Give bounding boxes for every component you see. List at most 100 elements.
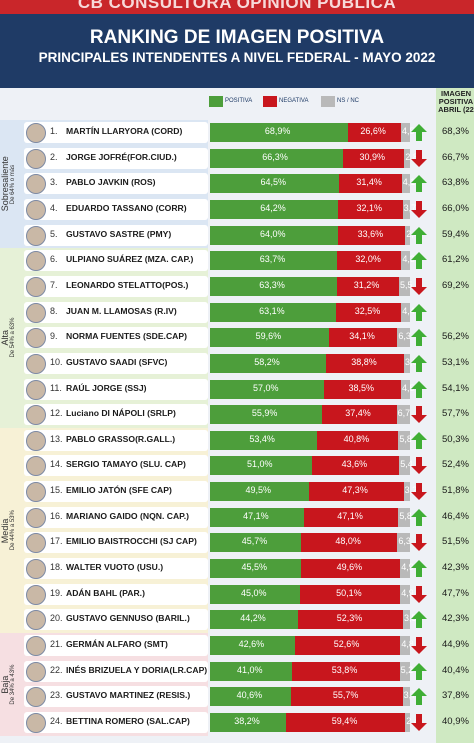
row-rank: 19.	[50, 587, 63, 598]
positive-value-label: 44,2%	[240, 613, 266, 624]
negative-bar	[301, 533, 398, 553]
avatar-icon	[26, 199, 46, 220]
negative-bar	[336, 276, 399, 296]
row-name: Luciano DI NÁPOLI (SRLP)	[66, 408, 176, 419]
ranking-row: 18. WALTER VUOTO (USU.) 45,5% 49,6% 4,9 42,3%	[22, 557, 469, 580]
trend-up-arrow-icon	[411, 611, 427, 629]
nsnc-bar	[399, 456, 410, 476]
avatar-icon	[26, 661, 46, 682]
negative-value-label: 30,9%	[359, 151, 386, 162]
nsnc-value-label: 3,7	[403, 202, 416, 213]
previous-image-column	[436, 88, 474, 743]
arrow-shape	[411, 662, 427, 680]
avatar-icon	[26, 610, 46, 631]
ranking-row: 24. BETTINA ROMERO (SAL.CAP) 38,2% 59,4% 2,4…	[22, 711, 469, 734]
row-rank: 9.	[50, 331, 58, 342]
negative-value-label: 47,3%	[342, 485, 368, 496]
row-name: ULPIANO SUÁREZ (MZA. CAP.)	[66, 254, 194, 265]
nsnc-value-label: 5,2	[400, 664, 413, 675]
previous-image-value: 57,7%	[442, 408, 469, 420]
avatar-icon	[26, 507, 46, 528]
row-name: GUSTAVO GENNUSO (BARIL.)	[66, 613, 190, 624]
previous-image-value: 40,4%	[442, 664, 469, 676]
row-name-box	[24, 404, 208, 426]
negative-bar	[324, 379, 401, 399]
band-name: Sobresaliente	[0, 156, 10, 212]
nsnc-bar	[398, 430, 410, 450]
ranking-row: 15. EMILIO JATÓN (SFE CAP) 49,5% 47,3% 3,2 51…	[22, 480, 469, 503]
ranking-row: 9. NORMA FUENTES (SDE.CAP) 59,6% 34,1% 6,3 56…	[22, 326, 469, 349]
row-name: JORGE JOFRÉ(FOR.CIUD.)	[66, 151, 177, 162]
band-name: Alta	[0, 330, 10, 346]
positive-value-label: 63,7%	[259, 254, 286, 265]
positive-bar	[210, 379, 324, 399]
row-name-box	[24, 558, 208, 580]
negative-value-label: 32,5%	[354, 305, 381, 316]
row-name: GERMÁN ALFARO (SMT)	[66, 639, 168, 649]
trend-up-arrow-icon	[411, 252, 427, 270]
ranking-row: 10. GUSTAVO SAADI (SFVC) 58,2% 38,8% 3,0 53,1…	[22, 352, 469, 375]
nsnc-value-label: 2,8	[405, 151, 418, 162]
nsnc-value-label: 3,2	[404, 485, 417, 496]
arrow-shape	[411, 585, 427, 603]
arrow-shape	[411, 175, 427, 193]
positive-value-label: 57,0%	[253, 382, 279, 393]
arrow-shape	[411, 124, 427, 141]
row-name: GUSTAVO SAADI (SFVC)	[66, 356, 168, 367]
row-rank: 24.	[50, 715, 63, 726]
positive-bar	[210, 507, 305, 527]
negative-value-label: 31,2%	[353, 279, 380, 290]
trend-down-arrow-icon	[411, 149, 427, 167]
trend-down-arrow-icon	[411, 534, 427, 552]
row-rank: 13.	[50, 433, 63, 444]
negative-bar	[342, 148, 405, 168]
ranking-row: 13. PABLO GRASSO(R.GALL.) 53,4% 40,8% 5,8 50,…	[22, 429, 469, 452]
avatar-icon	[26, 636, 46, 656]
row-name: INÉS BRIZUELA Y DORIA(LR.CAP)	[66, 664, 208, 675]
arrow-shape	[411, 149, 427, 167]
nsnc-bar	[401, 251, 410, 271]
arrow-shape	[411, 252, 427, 270]
row-rank: 6.	[50, 254, 58, 265]
positive-value-label: 45,0%	[241, 587, 267, 598]
row-name-box	[24, 327, 208, 349]
positive-bar	[210, 712, 287, 732]
positive-value-label: 66,3%	[262, 151, 288, 162]
positive-value-label: 63,1%	[259, 305, 285, 316]
previous-image-value: 63,8%	[442, 177, 469, 189]
trend-up-arrow-icon	[411, 354, 427, 372]
trend-up-arrow-icon	[411, 431, 427, 449]
row-rank: 11.	[50, 382, 62, 393]
nsnc-value-label: 6,7	[397, 408, 410, 419]
nsnc-value-label: 4,3	[402, 254, 415, 265]
row-name: PABLO GRASSO(R.GALL.)	[66, 433, 176, 444]
arrow-shape	[411, 431, 427, 449]
negative-value-label: 43,6%	[341, 459, 368, 470]
previous-image-value: 42,3%	[442, 562, 469, 574]
arrow-shape	[411, 380, 427, 398]
positive-bar	[210, 353, 327, 373]
positive-bar	[210, 174, 339, 194]
trend-down-arrow-icon	[411, 713, 427, 731]
avatar-icon	[26, 533, 46, 554]
positive-bar	[210, 328, 330, 348]
negative-value-label: 50,1%	[336, 587, 362, 598]
trend-up-arrow-icon	[411, 124, 427, 141]
positive-value-label: 59,6%	[255, 331, 282, 342]
ranking-row: 5.GUSTAVO SASTRE (PMY)64,0%33,6%2,459,4%	[22, 224, 469, 247]
nsnc-bar	[403, 610, 410, 630]
band-range: De 44% a 53%	[10, 510, 16, 551]
previous-image-value: 40,9%	[442, 715, 469, 727]
negative-value-label: 31,4%	[356, 177, 382, 188]
negative-value-label: 52,3%	[336, 613, 363, 624]
legend-label: POSITIVA	[225, 98, 253, 104]
positive-bar	[210, 276, 337, 296]
previous-image-header-line: ABRIL (22	[438, 105, 474, 114]
trend-down-arrow-icon	[411, 483, 427, 501]
row-name-box	[24, 686, 208, 708]
row-name-box	[24, 481, 208, 503]
previous-image-value: 44,9%	[442, 639, 469, 650]
negative-bar	[336, 302, 402, 322]
negative-bar	[338, 225, 406, 245]
legend-item: NS / NC	[321, 96, 393, 107]
